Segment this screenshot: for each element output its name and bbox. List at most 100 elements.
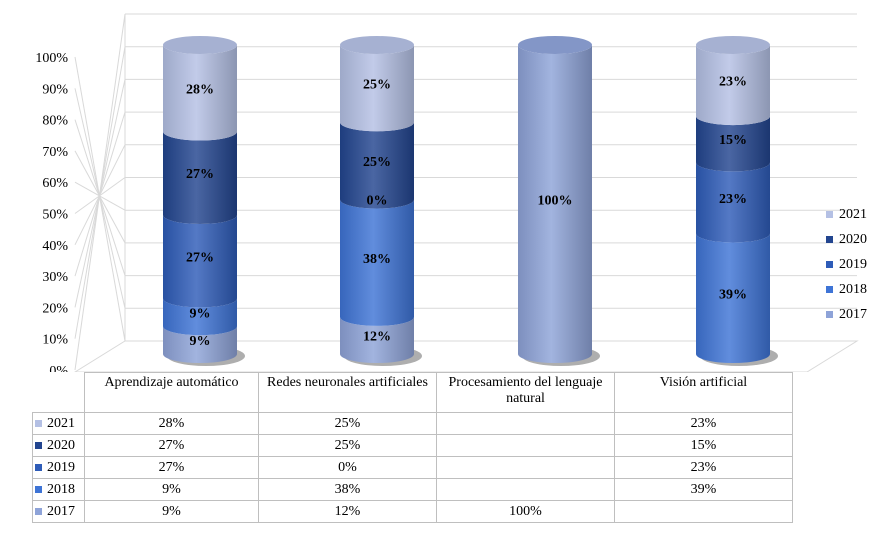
bar-top-cap — [163, 36, 237, 54]
category-label: Procesamiento del lenguaje natural — [436, 372, 615, 413]
data-label: 27% — [186, 167, 214, 182]
table-cell: 9% — [84, 478, 259, 501]
data-label: 23% — [719, 75, 747, 90]
legend-item: 2019 — [826, 252, 867, 277]
table-corner — [32, 372, 85, 413]
table-cell: 38% — [258, 478, 437, 501]
legend-item: 2020 — [826, 227, 867, 252]
data-label: 0% — [367, 194, 388, 209]
legend-label: 2018 — [839, 281, 867, 297]
data-label: 100% — [538, 194, 573, 209]
row-swatch — [35, 419, 42, 427]
data-label: 25% — [363, 78, 391, 93]
data-label: 23% — [719, 192, 747, 207]
legend-swatch — [826, 236, 833, 243]
legend-item: 2021 — [826, 202, 867, 227]
row-series-label: 2019 — [32, 456, 85, 479]
y-tick-label: 30% — [42, 270, 68, 285]
table-cell: 27% — [84, 434, 259, 457]
bar-segment-2021 — [340, 45, 414, 132]
table-cell: 12% — [258, 500, 437, 523]
chart-plot: 0% 10% 20% 30% 40% 50% 60% 70% 80% 90% 100% 9% 9% 27%… — [35, 13, 859, 372]
table-cell: 9% — [84, 500, 259, 523]
legend-swatch — [826, 286, 833, 293]
bar-segment-2018 — [340, 199, 414, 326]
y-tick-label: 70% — [42, 145, 68, 160]
bar-segment-2019 — [696, 162, 770, 243]
table-cell: 27% — [84, 456, 259, 479]
data-label: 27% — [186, 251, 214, 266]
legend-swatch — [826, 311, 833, 318]
legend-swatch — [826, 211, 833, 218]
bar-segment-2017 — [518, 45, 592, 363]
y-tick-label: 0% — [49, 364, 68, 372]
bar-stack: 9% 9% 27% 27% 28% — [163, 36, 245, 366]
table-cell — [436, 434, 615, 457]
bar-segment-2017 — [340, 316, 414, 363]
y-tick-label: 90% — [42, 82, 68, 97]
row-series-label: 2020 — [32, 434, 85, 457]
category-label: Redes neuronales artificiales — [258, 372, 437, 413]
data-label: 9% — [190, 306, 211, 321]
bar-top-cap — [518, 36, 592, 54]
table-cell: 15% — [614, 434, 793, 457]
bar-stack: 39% 23% 15% 23% — [696, 36, 778, 366]
table-row: 2020 27% 25% 15% — [32, 434, 793, 457]
bar-segment-2021 — [696, 45, 770, 126]
table-header-row: Aprendizaje automático Redes neuronales a… — [32, 372, 793, 413]
bar-stack: 100% — [518, 36, 600, 366]
data-label: 15% — [719, 133, 747, 148]
bar-segment-2017 — [163, 326, 237, 363]
category-label: Aprendizaje automático — [84, 372, 259, 413]
chart-floor — [74, 340, 859, 372]
bar-segment-2020 — [163, 131, 237, 224]
table-cell: 0% — [258, 456, 437, 479]
table-row: 2019 27% 0% 23% — [32, 456, 793, 479]
data-label: 38% — [363, 252, 391, 267]
data-label: 9% — [190, 334, 211, 349]
row-series-label: 2021 — [32, 412, 85, 435]
table-cell — [436, 412, 615, 435]
table-cell — [436, 478, 615, 501]
data-table: Aprendizaje automático Redes neuronales a… — [32, 372, 793, 523]
y-tick-label: 60% — [42, 176, 68, 191]
legend-label: 2021 — [839, 206, 867, 222]
bar-top-cap — [340, 36, 414, 54]
bar-segment-2021 — [163, 45, 237, 141]
y-tick-label: 100% — [35, 51, 68, 66]
table-cell: 28% — [84, 412, 259, 435]
table-cell: 23% — [614, 456, 793, 479]
table-cell: 25% — [258, 434, 437, 457]
y-tick-label: 50% — [42, 208, 68, 223]
legend-swatch — [826, 261, 833, 268]
category-label: Visión artificial — [614, 372, 793, 413]
data-label: 25% — [363, 155, 391, 170]
chart-legend: 2021 2020 2019 2018 2017 — [826, 202, 867, 327]
table-cell: 39% — [614, 478, 793, 501]
row-swatch — [35, 441, 42, 449]
bar-top-cap — [696, 36, 770, 54]
y-tick-label: 20% — [42, 301, 68, 316]
bar-segment-2020 — [340, 122, 414, 209]
row-series-label: 2018 — [32, 478, 85, 501]
bar-segment-2018 — [696, 233, 770, 363]
table-row: 2021 28% 25% 23% — [32, 412, 793, 435]
legend-label: 2019 — [839, 256, 867, 272]
y-tick-label: 40% — [42, 239, 68, 254]
table-cell — [614, 500, 793, 523]
table-cell: 100% — [436, 500, 615, 523]
bar-segment-2018 — [163, 298, 237, 336]
bar-stack: 12% 38% 0% 25% 25% — [340, 36, 422, 366]
data-label: 12% — [363, 329, 391, 344]
row-swatch — [35, 463, 42, 471]
data-label: 28% — [186, 82, 214, 97]
legend-item: 2017 — [826, 302, 867, 327]
legend-item: 2018 — [826, 277, 867, 302]
table-row: 2017 9% 12% 100% — [32, 500, 793, 523]
y-tick-label: 80% — [42, 114, 68, 129]
row-series-label: 2017 — [32, 500, 85, 523]
table-cell — [436, 456, 615, 479]
legend-label: 2020 — [839, 231, 867, 247]
bar-segment-2020 — [696, 116, 770, 172]
table-row: 2018 9% 38% 39% — [32, 478, 793, 501]
